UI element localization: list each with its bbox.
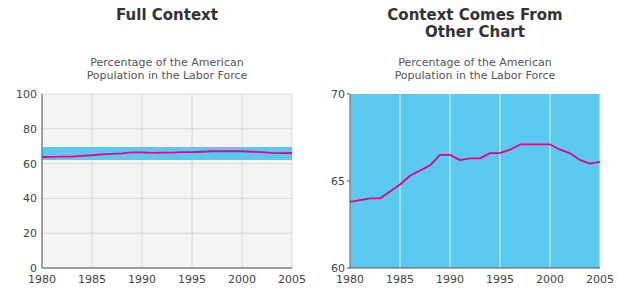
x-axis-line	[42, 268, 292, 269]
x-tick-label: 2005	[586, 273, 614, 286]
y-tick-label: 70	[331, 88, 345, 101]
chart-title: Context Comes FromOther Chart	[387, 6, 562, 41]
grid-line-y	[42, 94, 292, 95]
plot-background	[350, 94, 600, 268]
x-tick-label: 1985	[78, 273, 106, 286]
y-tick-label: 20	[23, 227, 37, 240]
data-line	[42, 151, 292, 157]
y-tick-label: 60	[23, 158, 37, 171]
x-tick-label: 2000	[228, 273, 256, 286]
context-band	[42, 147, 292, 160]
y-tick-label: 0	[30, 262, 37, 275]
y-tick-label: 65	[331, 175, 345, 188]
x-tick-label: 1995	[486, 273, 514, 286]
grid-line-x	[192, 94, 193, 268]
grid-line-y	[42, 128, 292, 129]
x-tick-label: 2000	[536, 273, 564, 286]
chart-panel: Context Comes FromOther Chart Percentage …	[331, 6, 614, 286]
y-tick-label: 60	[331, 262, 345, 275]
grid-line-x	[550, 94, 551, 268]
grid-line-x	[242, 94, 243, 268]
x-tick-label: 1985	[386, 273, 414, 286]
chart-subtitle: Percentage of the AmericanPopulation in …	[87, 56, 248, 82]
grid-line-y	[42, 198, 292, 199]
grid-line-x	[292, 94, 293, 268]
grid-line-y	[42, 233, 292, 234]
y-tick-label: 40	[23, 192, 37, 205]
x-tick-label: 2005	[278, 273, 306, 286]
grid-line-x	[600, 94, 601, 268]
grid-line-x	[42, 94, 43, 268]
data-group	[350, 144, 600, 201]
x-axis-line	[350, 268, 600, 269]
grid-line-y	[42, 163, 292, 164]
y-axis-line	[42, 94, 43, 268]
chart-canvas: Full Context Percentage of the AmericanPo…	[0, 0, 618, 300]
y-tick-label: 100	[16, 88, 37, 101]
grid-line-x	[350, 94, 351, 268]
x-tick-label: 1990	[436, 273, 464, 286]
grid-line-x	[142, 94, 143, 268]
chart-panel: Full Context Percentage of the AmericanPo…	[16, 6, 306, 286]
x-tick-label: 1995	[178, 273, 206, 286]
chart-subtitle: Percentage of the AmericanPopulation in …	[395, 56, 556, 82]
grid-line-x	[500, 94, 501, 268]
chart-title: Full Context	[116, 6, 218, 24]
y-tick-label: 80	[23, 123, 37, 136]
plot-background	[42, 94, 292, 268]
data-line	[350, 144, 600, 201]
grid-line-x	[450, 94, 451, 268]
y-axis-line	[350, 94, 351, 268]
grid-line-x	[92, 94, 93, 268]
grid-line-x	[400, 94, 401, 268]
grid-line-y	[42, 268, 292, 269]
x-tick-label: 1990	[128, 273, 156, 286]
data-group	[42, 147, 292, 160]
